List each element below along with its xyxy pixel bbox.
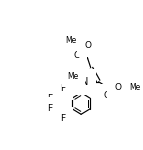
Text: F: F	[60, 114, 66, 123]
Text: Me: Me	[68, 72, 79, 81]
Text: N: N	[81, 77, 88, 87]
Text: Me: Me	[129, 83, 140, 92]
Text: O: O	[114, 83, 121, 92]
Text: F: F	[47, 104, 52, 113]
Text: F: F	[47, 94, 52, 103]
Text: O: O	[73, 51, 80, 60]
Text: O: O	[85, 41, 92, 50]
Text: Me: Me	[65, 36, 77, 45]
Text: F: F	[60, 84, 66, 93]
Text: O: O	[104, 91, 111, 100]
